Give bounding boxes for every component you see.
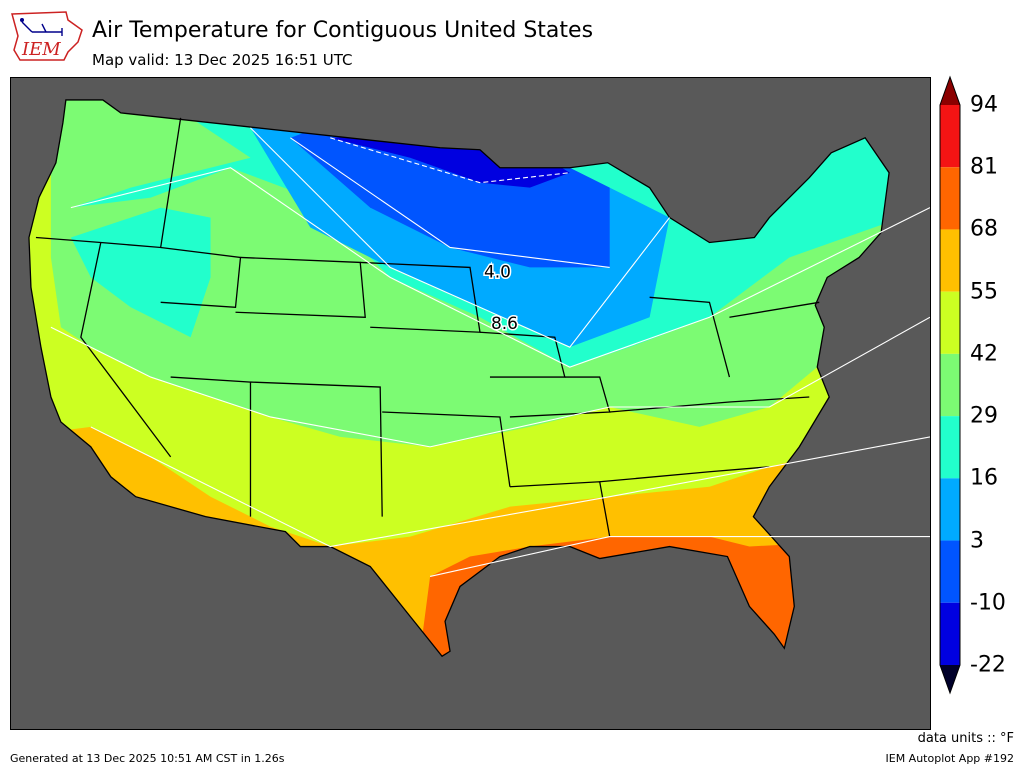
colorbar-band [940,167,960,230]
colorbar-tick-label: 94 [970,92,998,118]
units-label: data units :: °F [917,731,1014,746]
colorbar-over-arrow [940,77,960,105]
colorbar-band [940,291,960,354]
colorbar-tick-label: -10 [970,590,1006,616]
temperature-map: 4.0 8.6 [10,77,931,730]
colorbar-tick-label: 42 [970,341,998,367]
colorbar [939,75,961,695]
map-subtitle: Map valid: 13 Dec 2025 16:51 UTC [92,51,353,69]
generated-timestamp: Generated at 13 Dec 2025 10:51 AM CST in… [10,752,285,765]
colorbar-band [940,416,960,479]
contour-label: 8.6 [491,313,518,333]
colorbar-band [940,353,960,417]
map-title: Air Temperature for Contiguous United St… [92,18,594,43]
colorbar-band [940,602,960,665]
colorbar-outline [939,75,961,695]
colorbar-tick-label: 29 [970,403,998,429]
contour-label: 4.0 [484,261,511,281]
colorbar-tick-label: 68 [970,216,998,242]
colorbar-band [940,229,960,292]
band-16-29-west [70,207,211,338]
colorbar-band [940,540,960,603]
colorbar-tick-label: 81 [970,154,998,180]
colorbar-under-arrow [940,665,960,693]
colorbar-band [940,478,960,541]
contour-lines [50,127,930,578]
logo-text: IEM [21,39,61,60]
iem-logo: IEM [11,11,83,61]
colorbar-bands [939,75,961,695]
app-label: IEM Autoplot App #192 [885,752,1015,765]
colorbar-tick-label: -22 [970,652,1006,678]
colorbar-band [940,105,960,168]
colorbar-tick-label: 3 [970,528,984,554]
colorbar-tick-label: 16 [970,465,998,491]
colorbar-tick-label: 55 [970,279,998,305]
